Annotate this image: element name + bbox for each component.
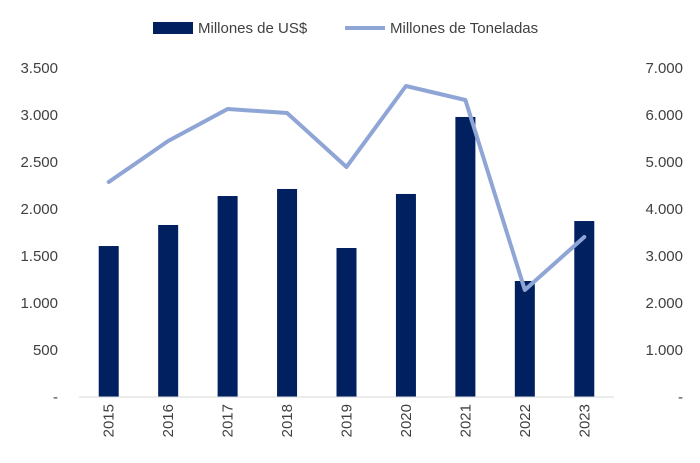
left-axis-tick-label: 2.000	[20, 201, 58, 218]
x-axis-tick-label: 2019	[339, 404, 356, 437]
x-axis-tick-label: 2021	[457, 404, 474, 437]
bar-2021	[455, 117, 475, 397]
bar-2018	[277, 189, 297, 397]
left-axis-tick-label: -	[53, 389, 58, 406]
x-axis-tick-label: 2018	[279, 404, 296, 437]
x-axis-tick-label: 2022	[517, 404, 534, 437]
legend-label-line: Millones de Toneladas	[390, 20, 538, 37]
legend-label-bar: Millones de US$	[198, 20, 308, 37]
left-axis-tick-label: 1.000	[20, 295, 58, 312]
left-axis-tick-label: 3.500	[20, 60, 58, 77]
bar-2020	[396, 194, 416, 397]
legend: Millones de US$ Millones de Toneladas	[153, 20, 538, 37]
bar-2016	[158, 225, 178, 397]
right-axis-tick-label: 1.000	[645, 342, 683, 359]
x-axis-tick-label: 2016	[160, 404, 177, 437]
bar-2023	[574, 221, 594, 397]
right-axis-tick-label: 3.000	[645, 248, 683, 265]
bar-2022	[515, 281, 535, 397]
bar-2015	[99, 246, 119, 397]
left-axis-tick-label: 500	[33, 342, 58, 359]
bar-2017	[218, 196, 238, 397]
left-axis-tick-label: 2.500	[20, 154, 58, 171]
right-axis-tick-label: 5.000	[645, 154, 683, 171]
x-axis-tick-label: 2017	[220, 404, 237, 437]
x-axis-tick-label: 2015	[101, 404, 118, 437]
right-axis-tick-label: -	[678, 389, 683, 406]
bar-2019	[337, 248, 357, 397]
right-axis-tick-label: 2.000	[645, 295, 683, 312]
left-axis-tick-label: 3.000	[20, 107, 58, 124]
right-axis-tick-label: 7.000	[645, 60, 683, 77]
right-axis-tick-label: 4.000	[645, 201, 683, 218]
x-axis-tick-label: 2020	[398, 404, 415, 437]
right-axis-tick-label: 6.000	[645, 107, 683, 124]
x-axis-tick-label: 2023	[576, 404, 593, 437]
left-axis-tick-label: 1.500	[20, 248, 58, 265]
legend-swatch-bar	[153, 22, 193, 34]
